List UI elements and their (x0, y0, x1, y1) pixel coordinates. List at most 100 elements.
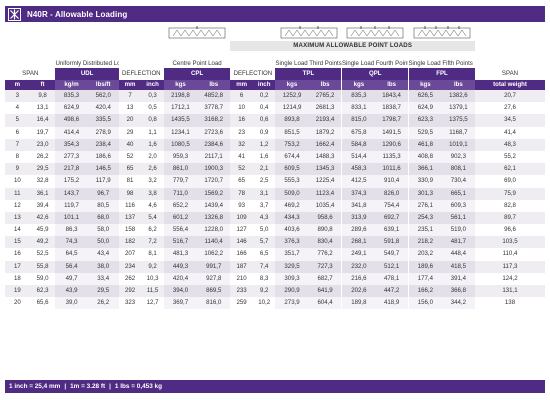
table-cell: 753,2 (275, 138, 309, 151)
table-cell: 403,6 (275, 224, 309, 237)
table-cell: 58,0 (87, 224, 119, 237)
table-cell: 3,7 (252, 199, 276, 212)
table-cell: 0,6 (252, 114, 276, 127)
table-cell: 3,2 (141, 175, 164, 188)
table-cell: 19,7 (29, 126, 56, 139)
table-cell: 202,6 (341, 285, 376, 298)
table-cell: 3778,7 (197, 102, 231, 115)
table-cell: 374,3 (341, 187, 376, 200)
table-cell: 1080,5 (163, 138, 198, 151)
table-cell: 249,1 (341, 248, 376, 261)
table-cell: 74,3 (55, 236, 88, 249)
table-cell: 49,2 (29, 236, 56, 249)
table-cell: 562,0 (87, 90, 119, 103)
table-cell: 2117,1 (197, 150, 231, 164)
table-cell: 20 (5, 297, 30, 310)
table-cell: 16 (230, 114, 253, 127)
table-cell: 0,2 (252, 90, 276, 103)
table-cell: 6,2 (141, 224, 164, 237)
table-cell: 516,7 (163, 236, 198, 249)
table-cell: 259 (230, 297, 253, 310)
table-cell: 17 (5, 260, 30, 273)
table-cell: 11 (5, 187, 30, 200)
table-row: 14 45,9 86,3 58,0 158 6,2 556,4 1228,0 127 5,0 403… (5, 224, 545, 237)
table-cell: 830,4 (308, 236, 342, 249)
table-cell: 1234,1 (163, 126, 198, 139)
table-cell: 1168,7 (441, 126, 476, 139)
table-cell: 529,5 (407, 126, 442, 139)
table-cell: 674,4 (275, 150, 309, 164)
table-cell: 910,4 (375, 175, 409, 188)
deflection-header-tpl: DEFLECTION (230, 68, 276, 80)
deflection-header-cpl: DEFLECTION (118, 68, 164, 80)
table-cell: 727,3 (308, 260, 342, 273)
table-cell: 420,4 (87, 102, 119, 115)
tpl-beam-diagram (275, 24, 342, 41)
table-cell: 277,3 (55, 150, 88, 164)
table-cell: 835,3 (341, 90, 376, 103)
table-cell: 3 (5, 90, 30, 103)
unit-cell: lbs (441, 80, 476, 90)
table-cell: 166 (230, 248, 253, 261)
table-cell: 323 (118, 297, 142, 310)
table-cell: 233 (230, 285, 253, 298)
table-cell: 591,8 (375, 236, 409, 249)
table-cell: 98 (118, 187, 142, 200)
table-cell: 16 (5, 248, 30, 261)
table-cell: 292 (118, 285, 142, 298)
table-row: 20 65,6 39,0 26,2 323 12,7 369,7 816,0 259 10,2 27… (5, 297, 545, 310)
table-cell: 235,1 (407, 224, 442, 237)
table-cell: 665,1 (441, 187, 476, 200)
table-cell: 1798,7 (375, 114, 409, 127)
brand-logo-icon (8, 7, 21, 21)
table-cell: 15 (5, 236, 30, 249)
table-cell: 461,8 (407, 138, 442, 151)
table-cell: 49,7 (55, 272, 88, 285)
cpl-beam-diagram (164, 24, 231, 41)
table-cell: 187 (230, 260, 253, 273)
table-cell: 584,8 (341, 138, 376, 151)
table-cell: 626,5 (407, 90, 442, 103)
table-cell: 519,0 (441, 224, 476, 237)
unit-cell: lbs (375, 80, 409, 90)
table-cell: 675,8 (341, 126, 376, 139)
third-points-beam-icon (280, 25, 337, 38)
table-row: 6 19,7 414,4 278,9 29 1,1 1234,1 2723,6 23 0,9 851… (5, 126, 545, 139)
table-cell: 555,3 (275, 175, 309, 188)
table-cell: 366,1 (407, 163, 442, 176)
table-cell: 601,2 (163, 211, 198, 225)
table-cell: 186,6 (87, 150, 119, 164)
table-cell: 12 (5, 199, 30, 212)
table-cell: 609,5 (275, 163, 309, 176)
table-cell: 96,7 (87, 187, 119, 200)
table-cell: 1214,9 (275, 102, 309, 115)
footer-metre-conversion: 1m = 3.28 ft (70, 383, 106, 390)
table-cell: 81 (118, 175, 142, 188)
table-cell: 93 (230, 199, 253, 212)
table-cell: 29,5 (87, 285, 119, 298)
table-cell: 418,5 (441, 260, 476, 273)
table-cell: 3168,2 (197, 114, 231, 127)
table-cell: 1569,2 (197, 187, 231, 200)
table-row: 8 26,2 277,3 186,6 52 2,0 959,3 2117,1 41 1,6 674,… (5, 150, 545, 164)
footer-inch-conversion: 1 inch = 25,4 mm (9, 383, 61, 390)
table-cell: 137 (118, 211, 142, 225)
table-cell: 779,7 (163, 175, 198, 188)
table-cell: 959,3 (163, 150, 198, 164)
table-cell: 59,0 (29, 272, 56, 285)
table-cell: 52 (230, 163, 253, 176)
table-cell: 1382,6 (441, 90, 476, 103)
table-cell: 1488,3 (308, 150, 342, 164)
table-cell: 313,9 (341, 211, 376, 225)
table-cell: 0,5 (141, 102, 164, 115)
table-cell: 278,9 (87, 126, 119, 139)
table-row: 16 52,5 64,5 43,4 207 8,1 481,3 1062,2 166 6,5 351… (5, 248, 545, 261)
table-cell: 927,8 (197, 272, 231, 285)
table-row: 10 32,8 175,2 117,9 81 3,2 779,7 1720,7 65 2,5 555… (5, 175, 545, 188)
table-cell: 26,2 (29, 150, 56, 164)
table-cell: 1,2 (252, 138, 276, 151)
table-cell: 216,6 (341, 272, 376, 285)
table-cell: 217,8 (55, 163, 88, 176)
footer-separator: | (64, 383, 67, 390)
table-cell: 509,0 (275, 187, 309, 200)
